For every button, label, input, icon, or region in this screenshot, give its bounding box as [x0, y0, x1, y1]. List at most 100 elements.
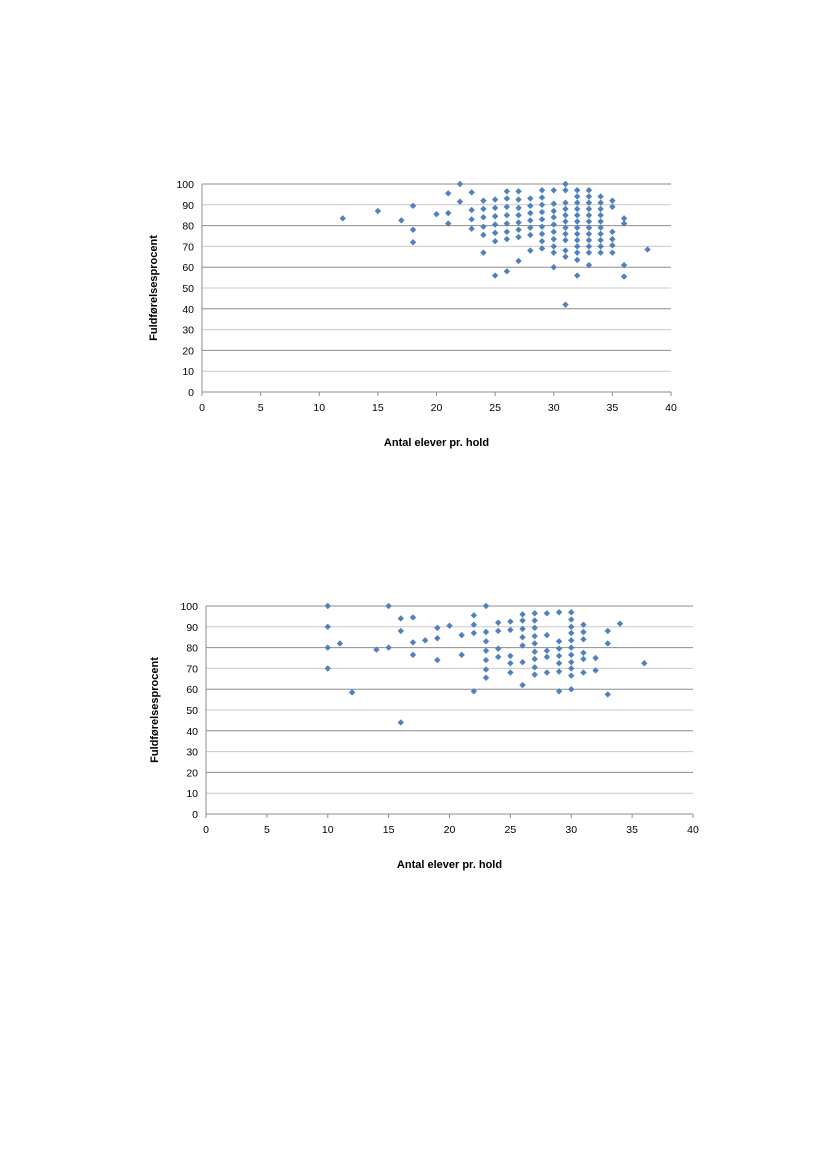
- x-tick-label: 35: [626, 824, 638, 836]
- data-point: [456, 180, 464, 188]
- data-point: [574, 256, 581, 264]
- data-point: [515, 212, 522, 219]
- data-point: [531, 664, 538, 671]
- data-point: [445, 190, 452, 197]
- data-point: [585, 261, 593, 269]
- data-point: [585, 205, 593, 213]
- data-point: [538, 216, 546, 223]
- data-point: [374, 207, 382, 215]
- data-point: [503, 268, 511, 275]
- data-point: [585, 187, 593, 194]
- data-point: [550, 187, 557, 194]
- data-point: [468, 225, 475, 232]
- data-point: [562, 301, 569, 308]
- data-point: [519, 642, 526, 649]
- x-tick-label: 20: [431, 402, 443, 414]
- data-point: [531, 655, 538, 663]
- data-point: [480, 205, 487, 213]
- data-point: [550, 207, 557, 215]
- data-point: [568, 644, 575, 651]
- data-point: [397, 615, 404, 622]
- data-point: [445, 209, 452, 217]
- x-tick-label: 10: [313, 402, 325, 414]
- data-point: [434, 656, 441, 664]
- y-tick-label: 10: [186, 788, 198, 800]
- data-point: [468, 189, 475, 196]
- data-point: [568, 616, 575, 623]
- data-point: [604, 627, 611, 635]
- data-point: [543, 647, 551, 654]
- data-point: [550, 243, 557, 250]
- data-point: [527, 247, 534, 254]
- data-point: [562, 212, 569, 219]
- data-point: [609, 228, 616, 236]
- data-point: [597, 224, 604, 231]
- y-tick-label: 80: [182, 221, 194, 233]
- data-point: [515, 196, 522, 203]
- x-tick-label: 10: [322, 824, 334, 836]
- data-point: [507, 626, 514, 634]
- data-point: [503, 188, 511, 195]
- y-tick-label: 50: [186, 705, 198, 717]
- data-point: [385, 602, 392, 610]
- data-point: [609, 203, 616, 211]
- data-point: [495, 627, 502, 635]
- data-point: [515, 188, 522, 195]
- data-point: [409, 614, 417, 621]
- x-tick-label: 30: [565, 824, 577, 836]
- data-point: [568, 629, 575, 637]
- x-tick-label: 25: [505, 824, 517, 836]
- x-tick-label: 35: [607, 402, 619, 414]
- data-point: [491, 238, 499, 245]
- data-point: [597, 193, 604, 200]
- data-point: [324, 602, 331, 610]
- y-tick-label: 40: [182, 304, 194, 316]
- x-axis-title: Antal elever pr. hold: [397, 859, 502, 871]
- data-point: [550, 235, 557, 243]
- data-point: [543, 669, 551, 676]
- data-point: [555, 645, 563, 652]
- data-point: [550, 214, 557, 221]
- y-axis-title: Fuldførelsesprocent: [149, 657, 161, 763]
- data-point: [503, 220, 511, 227]
- data-point: [555, 660, 563, 667]
- y-tick-label: 20: [186, 767, 198, 779]
- data-point: [480, 249, 487, 256]
- data-point: [538, 245, 546, 252]
- data-point: [538, 201, 546, 208]
- data-point: [543, 631, 551, 639]
- data-point: [597, 205, 604, 213]
- data-point: [458, 631, 465, 639]
- data-point: [482, 602, 490, 610]
- data-point: [482, 628, 490, 636]
- data-point: [555, 652, 563, 660]
- data-point: [555, 638, 563, 645]
- data-point: [538, 230, 546, 238]
- data-point: [519, 681, 526, 689]
- data-point: [562, 187, 569, 194]
- data-point: [574, 249, 581, 256]
- data-point: [446, 622, 453, 629]
- data-point: [507, 618, 514, 625]
- data-point: [503, 212, 511, 219]
- data-point: [585, 249, 593, 256]
- data-point: [434, 635, 441, 642]
- y-tick-label: 0: [192, 809, 198, 821]
- y-tick-label: 50: [182, 283, 194, 295]
- data-point: [531, 640, 538, 647]
- data-point: [482, 647, 490, 654]
- x-axis-title: Antal elever pr. hold: [384, 437, 489, 449]
- data-point: [527, 231, 534, 239]
- y-tick-label: 20: [182, 345, 194, 357]
- x-tick-label: 40: [665, 402, 677, 414]
- x-tick-label: 15: [383, 824, 395, 836]
- data-point: [597, 243, 604, 250]
- data-point: [609, 197, 616, 204]
- data-point: [562, 236, 569, 244]
- data-point: [515, 226, 522, 233]
- data-point: [468, 206, 475, 214]
- data-point: [597, 230, 604, 238]
- y-tick-label: 90: [182, 200, 194, 212]
- data-point: [597, 212, 604, 219]
- y-tick-label: 70: [182, 241, 194, 253]
